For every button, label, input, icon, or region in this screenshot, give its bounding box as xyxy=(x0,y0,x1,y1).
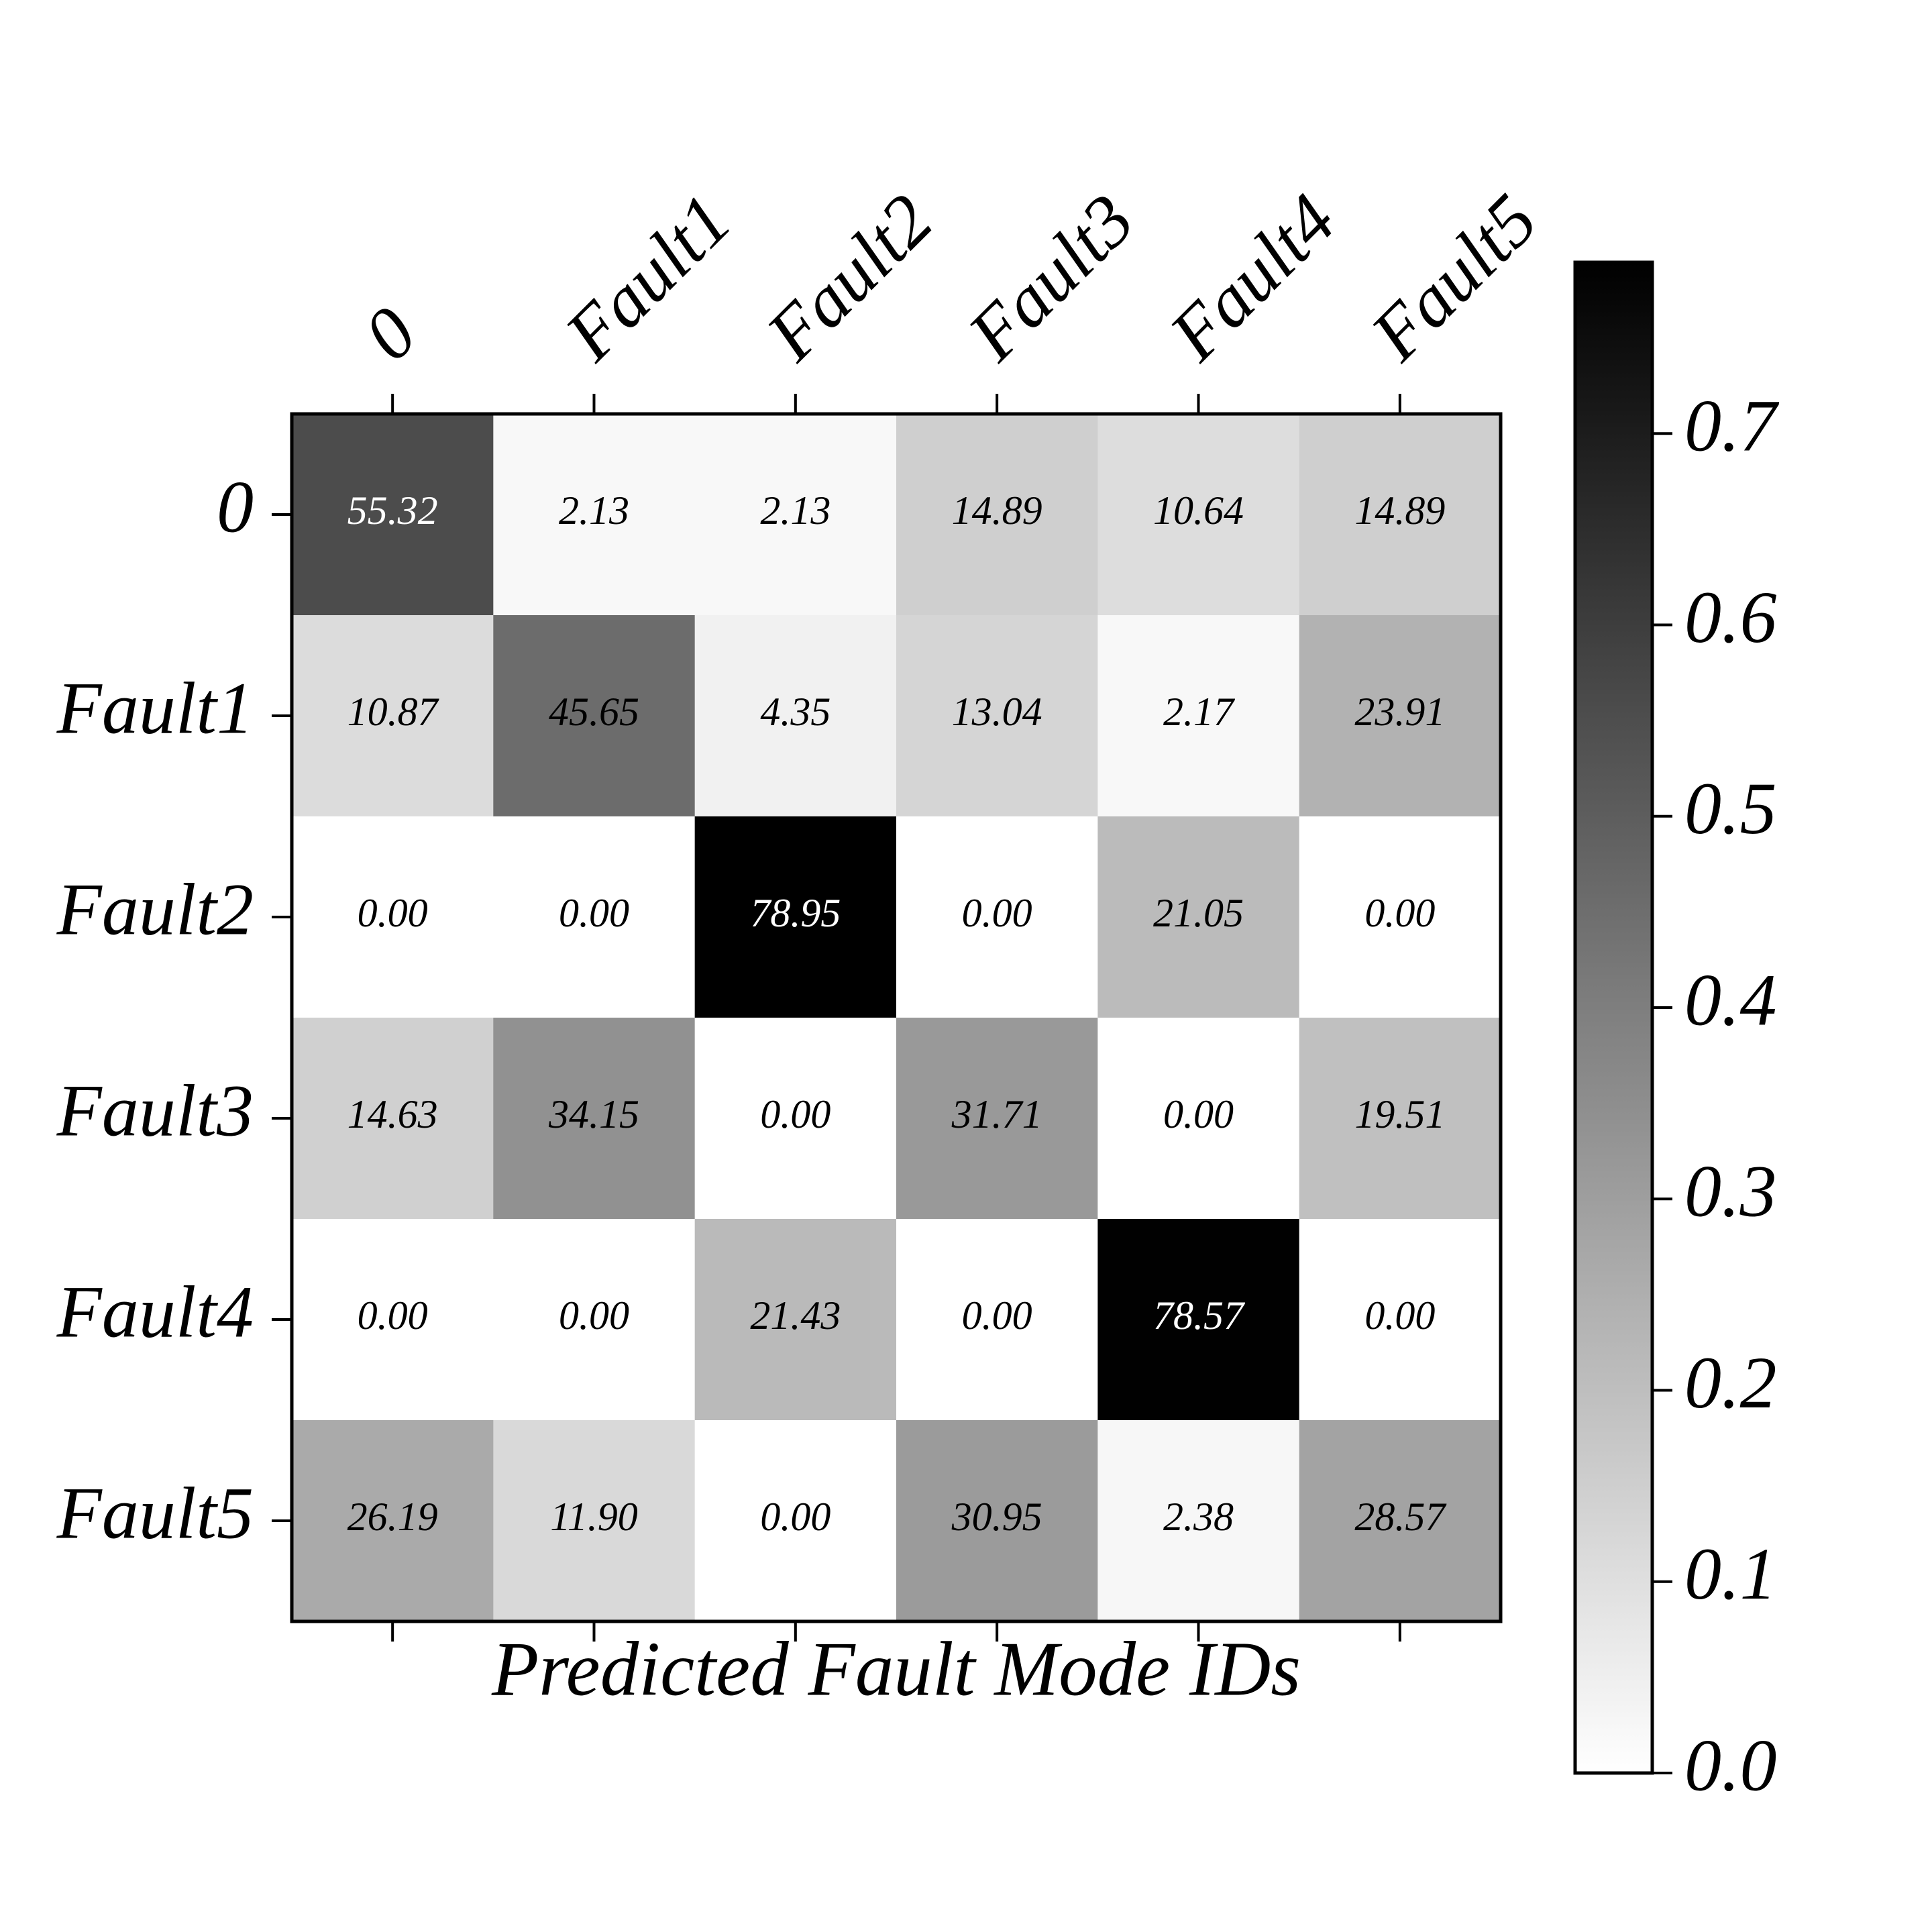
heatmap-cell xyxy=(1097,1018,1300,1220)
colorbar-tick-label: 0.6 xyxy=(1684,576,1777,658)
cell-label: 28.57 xyxy=(1354,1495,1447,1539)
cell-label: 26.19 xyxy=(347,1495,438,1539)
heatmap-cell xyxy=(493,1018,696,1220)
cell-label: 78.57 xyxy=(1153,1293,1246,1338)
cell-label: 0.00 xyxy=(962,1293,1032,1338)
heatmap-cell xyxy=(896,816,1098,1018)
heatmap-cell xyxy=(292,1420,494,1622)
heatmap-cell xyxy=(292,615,494,817)
cell-label: 2.38 xyxy=(1163,1495,1234,1539)
colorbar-tick-label: 0.7 xyxy=(1684,385,1780,467)
cell-label: 2.13 xyxy=(760,488,830,533)
heatmap-cell xyxy=(493,1219,696,1421)
cell-label: 2.17 xyxy=(1163,690,1236,734)
cell-label: 0.00 xyxy=(760,1495,830,1539)
heatmap-cell xyxy=(694,615,897,817)
x-tick-label: Fault1 xyxy=(549,178,746,376)
heatmap-cell xyxy=(1299,1018,1501,1220)
heatmap-cell xyxy=(896,1219,1098,1421)
heatmap-cell xyxy=(493,816,696,1018)
cell-label: 10.64 xyxy=(1153,488,1244,533)
heatmap-cell xyxy=(292,816,494,1018)
cell-label: 4.35 xyxy=(760,690,830,734)
heatmap-cell xyxy=(694,414,897,616)
colorbar-tick-label: 0.4 xyxy=(1684,959,1777,1040)
heatmap-cell xyxy=(896,1420,1098,1622)
cell-label: 0.00 xyxy=(559,891,629,935)
x-tick-label: Fault3 xyxy=(952,178,1149,376)
cell-label: 21.05 xyxy=(1153,891,1244,935)
cell-label: 23.91 xyxy=(1354,690,1445,734)
cell-label: 14.89 xyxy=(1354,488,1445,533)
cell-label: 19.51 xyxy=(1354,1092,1445,1136)
heatmap-cell xyxy=(1299,1420,1501,1622)
heatmap-cell xyxy=(1299,414,1501,616)
colorbar-tick-label: 0.1 xyxy=(1684,1533,1777,1615)
heatmap-cell xyxy=(694,1219,897,1421)
y-tick-label: Fault1 xyxy=(56,667,254,749)
cell-label: 14.63 xyxy=(347,1092,438,1136)
x-tick-label: Fault4 xyxy=(1153,178,1350,376)
cell-label: 0.00 xyxy=(760,1092,830,1136)
heatmap-cell xyxy=(292,1018,494,1220)
cell-label: 14.89 xyxy=(952,488,1042,533)
colorbar-tick-label: 0.0 xyxy=(1684,1724,1777,1806)
cell-label: 45.65 xyxy=(549,690,639,734)
cell-label: 78.95 xyxy=(750,891,841,935)
cell-label: 2.13 xyxy=(559,488,629,533)
heatmap-cell xyxy=(1299,615,1501,817)
x-axis-label: Predicted Fault Mode IDs xyxy=(491,1626,1301,1711)
heatmap-cell xyxy=(1097,816,1300,1018)
cell-label: 34.15 xyxy=(548,1092,639,1136)
heatmap-cell xyxy=(493,414,696,616)
x-tick-label: Fault2 xyxy=(751,178,948,376)
colorbar-tick-label: 0.5 xyxy=(1684,767,1777,849)
heatmap-cell xyxy=(292,414,494,616)
cell-label: 0.00 xyxy=(358,1293,428,1338)
x-tick-label: 0 xyxy=(348,292,432,376)
cell-label: 21.43 xyxy=(750,1293,841,1338)
colorbar-tick-label: 0.2 xyxy=(1684,1342,1777,1424)
heatmap-cell xyxy=(1097,414,1300,616)
heatmap-cell xyxy=(493,615,696,817)
cell-label: 0.00 xyxy=(1163,1092,1234,1136)
cell-label: 11.90 xyxy=(550,1495,638,1539)
heatmap-cell xyxy=(896,414,1098,616)
cell-label: 0.00 xyxy=(1364,891,1435,935)
heatmap-cell xyxy=(694,1420,897,1622)
heatmap-cell xyxy=(1299,816,1501,1018)
cell-label: 55.32 xyxy=(347,488,438,533)
heatmap-cell xyxy=(1097,1219,1300,1421)
cell-label: 0.00 xyxy=(1364,1293,1435,1338)
colorbar xyxy=(1573,260,1654,1775)
heatmap-cell xyxy=(896,1018,1098,1220)
y-tick-label: 0 xyxy=(217,466,254,547)
plot-frame xyxy=(290,412,1503,1623)
cell-label: 30.95 xyxy=(951,1495,1042,1539)
x-tick-label: Fault5 xyxy=(1355,178,1552,376)
cell-label: 0.00 xyxy=(559,1293,629,1338)
heatmap-cell xyxy=(1097,1420,1300,1622)
cell-label: 13.04 xyxy=(952,690,1042,734)
cell-label: 0.00 xyxy=(962,891,1032,935)
heatmap-cell xyxy=(896,615,1098,817)
heatmap-cell xyxy=(694,816,897,1018)
y-tick-label: Fault3 xyxy=(56,1069,254,1151)
y-tick-label: Fault5 xyxy=(56,1472,254,1554)
cell-label: 0.00 xyxy=(358,891,428,935)
colorbar-tick-label: 0.3 xyxy=(1684,1150,1777,1232)
heatmap-cell xyxy=(493,1420,696,1622)
heatmap-cell xyxy=(292,1219,494,1421)
y-tick-label: Fault4 xyxy=(56,1271,254,1352)
heatmap-cell xyxy=(1097,615,1300,817)
y-tick-label: Fault2 xyxy=(56,868,254,950)
cell-label: 10.87 xyxy=(347,690,440,734)
cell-label: 31.71 xyxy=(951,1092,1042,1136)
heatmap-cell xyxy=(694,1018,897,1220)
heatmap-cell xyxy=(1299,1219,1501,1421)
